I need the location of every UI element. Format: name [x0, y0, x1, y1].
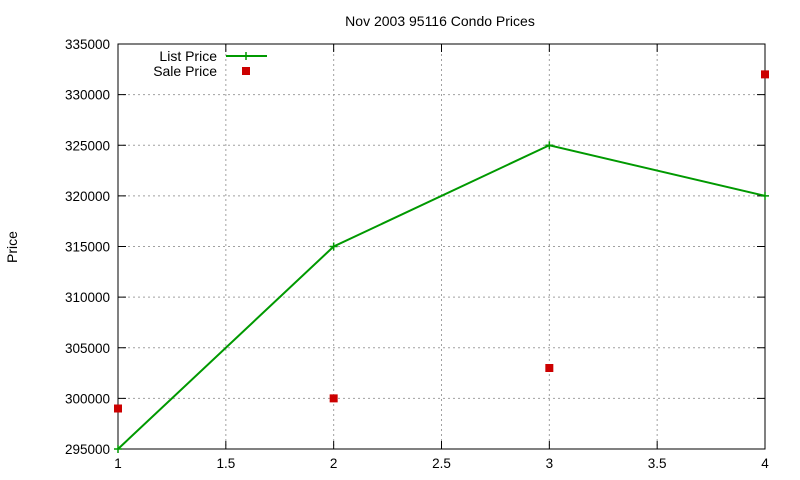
- y-tick-label: 315000: [65, 240, 110, 255]
- sale-price-point: [114, 404, 122, 413]
- sale-price-point: [761, 70, 769, 79]
- legend-square-marker: [242, 67, 250, 75]
- x-tick-label: 2: [330, 456, 338, 471]
- x-tick-label: 1: [114, 456, 122, 471]
- y-tick-label: 295000: [65, 442, 110, 457]
- y-tick-label: 320000: [65, 189, 110, 204]
- x-tick-label: 1.5: [216, 456, 235, 471]
- list-price-point: [545, 141, 554, 150]
- series-layer: [114, 70, 769, 453]
- y-tick-label: 325000: [65, 138, 110, 153]
- list-price-line: [117, 144, 766, 450]
- ticks-layer: 295000 300000 305000 310000 315000 320000 3250…: [65, 37, 769, 471]
- legend-label: Sale Price: [153, 63, 217, 79]
- y-tick-label: 330000: [65, 88, 110, 103]
- chart-title: Nov 2003 95116 Condo Prices: [345, 13, 535, 29]
- y-tick-label: 300000: [65, 391, 110, 406]
- list-price-point: [761, 191, 769, 200]
- y-tick-label: 310000: [65, 290, 110, 305]
- legend-label: List Price: [159, 48, 217, 64]
- grid-layer: [118, 44, 765, 449]
- x-tick-label: 4: [761, 456, 769, 471]
- y-axis-label: Price: [4, 231, 20, 263]
- legend-plus-marker: [242, 52, 250, 60]
- y-tick-label: 335000: [65, 37, 110, 52]
- x-tick-label: 3: [546, 456, 554, 471]
- x-tick-label: 2.5: [432, 456, 451, 471]
- y-tick-label: 305000: [65, 341, 110, 356]
- x-tick-label: 3.5: [648, 456, 667, 471]
- sale-price-point: [545, 364, 554, 372]
- list-price-point: [114, 445, 122, 453]
- list-price-point: [329, 242, 338, 251]
- sale-price-point: [329, 394, 338, 403]
